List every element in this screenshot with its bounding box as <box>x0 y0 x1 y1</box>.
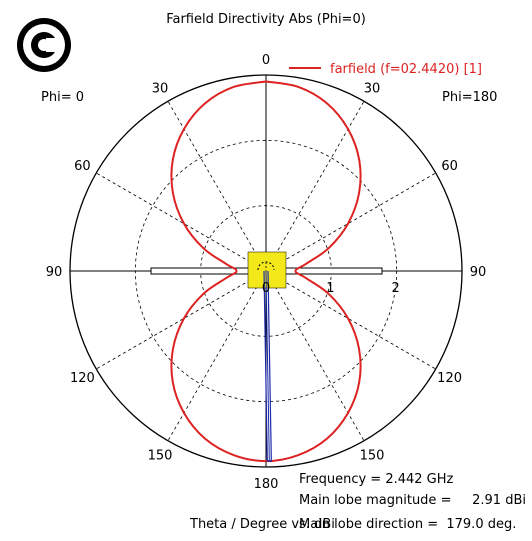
legend: farfield (f=02.4420) [1] <box>289 62 482 77</box>
angular-grid-line <box>167 101 267 272</box>
circled-c-logo-icon <box>17 18 71 72</box>
x-axis-label: Theta / Degree vs. dBi <box>189 517 335 532</box>
angle-tick-label: 90 <box>470 265 487 280</box>
angle-tick-label: 150 <box>148 449 173 464</box>
angle-tick-label: 150 <box>360 449 385 464</box>
main-lobe-direction-text: Main lobe direction = 179.0 deg. <box>299 517 516 532</box>
angle-tick-label: 180 <box>254 477 279 492</box>
feed-highlight <box>247 251 287 289</box>
angle-tick-label: 0 <box>262 53 270 68</box>
angular-grid-line <box>96 172 267 272</box>
legend-label: farfield (f=02.4420) [1] <box>330 62 482 77</box>
main-lobe-marker <box>263 270 272 462</box>
angle-tick-label: 30 <box>152 81 169 96</box>
phi-right-label: Phi=180 <box>442 90 497 105</box>
angular-grid-line <box>265 270 365 441</box>
radial-tick-label: 1 <box>326 281 334 296</box>
chart-title: Farfield Directivity Abs (Phi=0) <box>166 12 366 27</box>
angular-grid-line <box>265 101 365 272</box>
angular-grid-line <box>167 270 267 441</box>
radial-tick-label-zero: 0 <box>262 281 270 296</box>
angle-tick-label: 90 <box>46 265 63 280</box>
angular-grid-line <box>265 270 436 370</box>
angular-grid-line <box>96 270 267 370</box>
angle-tick-label: 60 <box>74 159 91 174</box>
angle-tick-label: 120 <box>70 371 95 386</box>
angle-tick-label: 60 <box>441 159 458 174</box>
phi-left-label: Phi= 0 <box>41 90 84 105</box>
radial-tick-labels: 1 2 0 <box>262 281 400 296</box>
main-lobe-magnitude-text: Main lobe magnitude = 2.91 dBi <box>299 493 526 508</box>
angle-tick-label: 120 <box>437 371 462 386</box>
main-lobe-centerline <box>265 270 270 462</box>
pattern-line <box>170 80 362 463</box>
radial-tick-label: 2 <box>392 281 400 296</box>
pattern-series <box>170 80 362 463</box>
angle-tick-label: 30 <box>364 81 381 96</box>
angular-grid-line <box>265 172 436 272</box>
frequency-text: Frequency = 2.442 GHz <box>299 472 454 487</box>
